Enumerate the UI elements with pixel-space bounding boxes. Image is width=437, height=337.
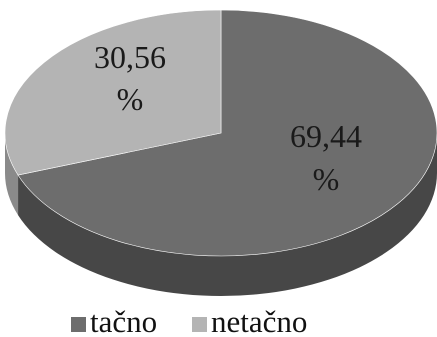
- pie-side-tacno: [18, 133, 437, 296]
- pie-slice-tacno: [17, 9, 437, 257]
- pie-side-netacno: [5, 133, 19, 216]
- legend-label-netacno: netačno: [211, 304, 307, 337]
- data-label-netacno-percent: %: [117, 81, 144, 117]
- legend: tačno netačno: [71, 304, 307, 337]
- pie-side-walls: [5, 133, 437, 296]
- pie-slice-netacno: [4, 9, 222, 176]
- data-label-tacno-value: 69,44: [290, 118, 362, 154]
- data-label-tacno-percent: %: [313, 161, 340, 197]
- legend-swatch-tacno: [71, 317, 86, 332]
- pie-top-faces: [4, 9, 437, 257]
- legend-label-tacno: tačno: [90, 304, 157, 337]
- data-label-netacno-value: 30,56: [94, 39, 166, 75]
- legend-swatch-netacno: [192, 317, 207, 332]
